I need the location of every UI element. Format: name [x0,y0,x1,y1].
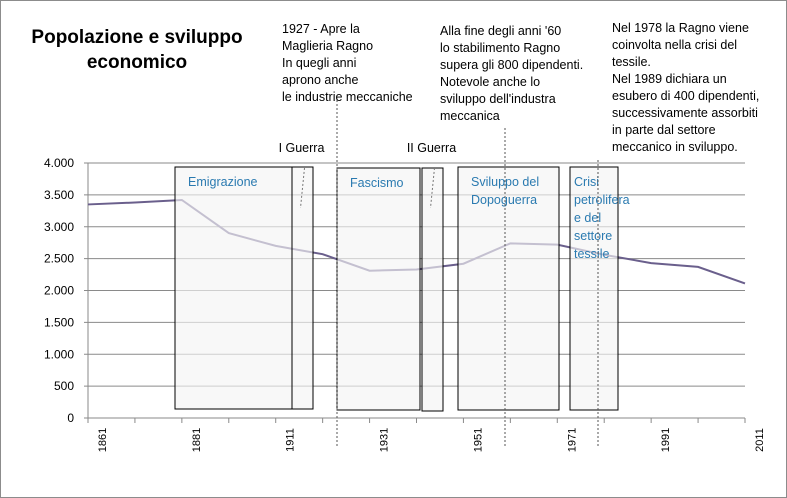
chart-title-line: Popolazione e sviluppo [31,27,242,48]
note-line: Notevole anche lo [440,75,540,89]
period-label-line: Emigrazione [188,175,258,189]
y-tick-label: 1.000 [44,347,74,361]
note-line: tessile. [612,55,651,69]
period-label-line: tessile [574,247,609,261]
period-label-line: e del [574,211,601,225]
period-box [569,166,619,411]
period-label: II Guerra [407,141,456,155]
note-line: aprono anche [282,73,359,87]
y-tick-label: 3.000 [44,220,74,234]
note-line: Alla fine degli anni '60 [440,24,561,38]
note-line: in parte dal settore [612,123,716,137]
period-box [421,167,444,412]
period-box [174,166,293,410]
y-tick-label: 1.500 [44,315,74,329]
note-line: meccanica [440,109,500,123]
y-tick-label: 0 [67,411,74,425]
note-line: Nel 1978 la Ragno viene [612,21,749,35]
x-tick-label: 1911 [285,428,297,452]
note-line: Nel 1989 dichiara un [612,72,727,86]
note-line: supera gli 800 dipendenti. [440,58,583,72]
note-line: In quegli anni [282,56,356,70]
period-label-line: petrolifera [574,193,630,207]
note-line: coinvolta nella crisi del [612,38,737,52]
note-line: esubero di 400 dipendenti, [612,89,759,103]
note: 1927 - Apre la Maglieria Ragno In quegli a… [282,22,413,104]
period-label: I Guerra [279,141,325,155]
period-box [336,167,421,411]
x-tick-label: 1991 [660,428,672,452]
pointer-line [300,167,305,209]
note-line: successivamente assorbiti [612,106,758,120]
y-tick-label: 2.000 [44,284,74,298]
chart-title: Popolazione e sviluppo economico [31,27,242,73]
note: Nel 1978 la Ragno viene coinvolta nella c… [612,21,759,154]
x-tick-label: 2011 [754,428,766,452]
period-label: Emigrazione [188,175,258,189]
y-tick-label: 4.000 [44,156,74,170]
period-box [291,166,314,410]
note-line: sviluppo dell'industra [440,92,556,106]
x-tick-label: 1861 [97,428,109,452]
note-line: 1927 - Apre la [282,22,360,36]
y-tick-label: 3.500 [44,188,74,202]
note: Alla fine degli anni '60 lo stabilimento … [440,24,583,123]
period-label-line: Crisi [574,175,599,189]
x-tick-label: 1951 [472,428,484,452]
period-label-line: Dopoguerra [471,193,537,207]
chart-title-line: economico [87,52,187,73]
note-line: meccanico in sviluppo. [612,140,738,154]
period-label-line: settore [574,229,612,243]
note-line: le industrie meccaniche [282,90,413,104]
period-label: Fascismo [350,176,404,190]
y-tick-label: 500 [54,379,74,393]
y-tick-label: 2.500 [44,252,74,266]
note-line: lo stabilimento Ragno [440,41,560,55]
period-label: Crisi petrolifera e del settore tessile [574,175,630,261]
pointer-line [430,167,435,209]
x-tick-label: 1881 [191,428,203,452]
x-tick-label: 1971 [566,428,578,452]
period-box [457,166,560,411]
period-label-line: Fascismo [350,176,404,190]
note-line: Maglieria Ragno [282,39,373,53]
x-tick-label: 1931 [379,428,391,452]
